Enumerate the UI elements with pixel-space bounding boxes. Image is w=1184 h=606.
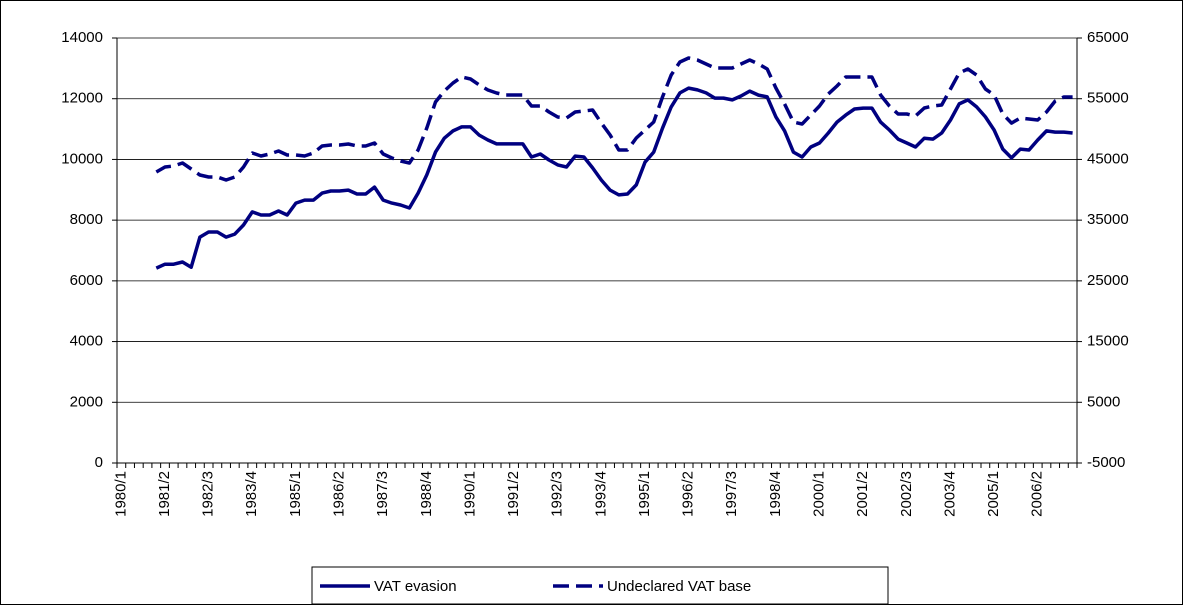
y-tick-label: 8000 xyxy=(70,211,103,228)
x-tick-label: 1998/4 xyxy=(767,471,784,517)
y2-tick-label: 5000 xyxy=(1087,393,1120,410)
x-tick-label: 1990/1 xyxy=(461,471,478,517)
y2-tick-label: 15000 xyxy=(1087,333,1129,350)
x-tick-label: 2006/2 xyxy=(1029,471,1046,517)
y2-tick-label: 35000 xyxy=(1087,211,1129,228)
legend-label: Undeclared VAT base xyxy=(607,578,751,595)
y-tick-label: 14000 xyxy=(61,29,103,46)
y2-tick-label: 25000 xyxy=(1087,272,1129,289)
x-tick-label: 1993/4 xyxy=(592,471,609,517)
y2-tick-label: -5000 xyxy=(1087,454,1125,471)
x-tick-label: 1996/2 xyxy=(680,471,697,517)
x-tick-label: 1997/3 xyxy=(723,471,740,517)
x-tick-label: 1986/2 xyxy=(331,471,348,517)
y-tick-label: 10000 xyxy=(61,150,103,167)
data-line xyxy=(155,86,1073,270)
y2-tick-label: 55000 xyxy=(1087,90,1129,107)
x-tick-label: 1991/2 xyxy=(505,471,522,517)
y-tick-label: 6000 xyxy=(70,272,103,289)
x-tick-label: 2000/1 xyxy=(811,471,828,517)
y-tick-label: 0 xyxy=(95,454,103,471)
x-tick-label: 1988/4 xyxy=(418,471,435,517)
x-tick-label: 2003/4 xyxy=(941,471,958,517)
x-tick-label: 1982/3 xyxy=(200,471,217,517)
y-tick-label: 12000 xyxy=(61,90,103,107)
x-tick-label: 1995/1 xyxy=(636,471,653,517)
data-line xyxy=(155,56,1073,182)
x-tick-label: 1985/1 xyxy=(287,471,304,517)
x-tick-label: 2002/3 xyxy=(898,471,915,517)
x-tick-label: 2005/1 xyxy=(985,471,1002,517)
legend-label: VAT evasion xyxy=(374,578,457,595)
y-tick-label: 4000 xyxy=(70,333,103,350)
x-tick-label: 1980/1 xyxy=(112,471,129,517)
x-tick-label: 2001/2 xyxy=(854,471,871,517)
y2-tick-label: 65000 xyxy=(1087,29,1129,46)
x-tick-label: 1983/4 xyxy=(243,471,260,517)
x-tick-label: 1981/2 xyxy=(156,471,173,517)
y2-tick-label: 45000 xyxy=(1087,150,1129,167)
x-tick-label: 1992/3 xyxy=(549,471,566,517)
x-tick-label: 1987/3 xyxy=(374,471,391,517)
y-tick-label: 2000 xyxy=(70,393,103,410)
